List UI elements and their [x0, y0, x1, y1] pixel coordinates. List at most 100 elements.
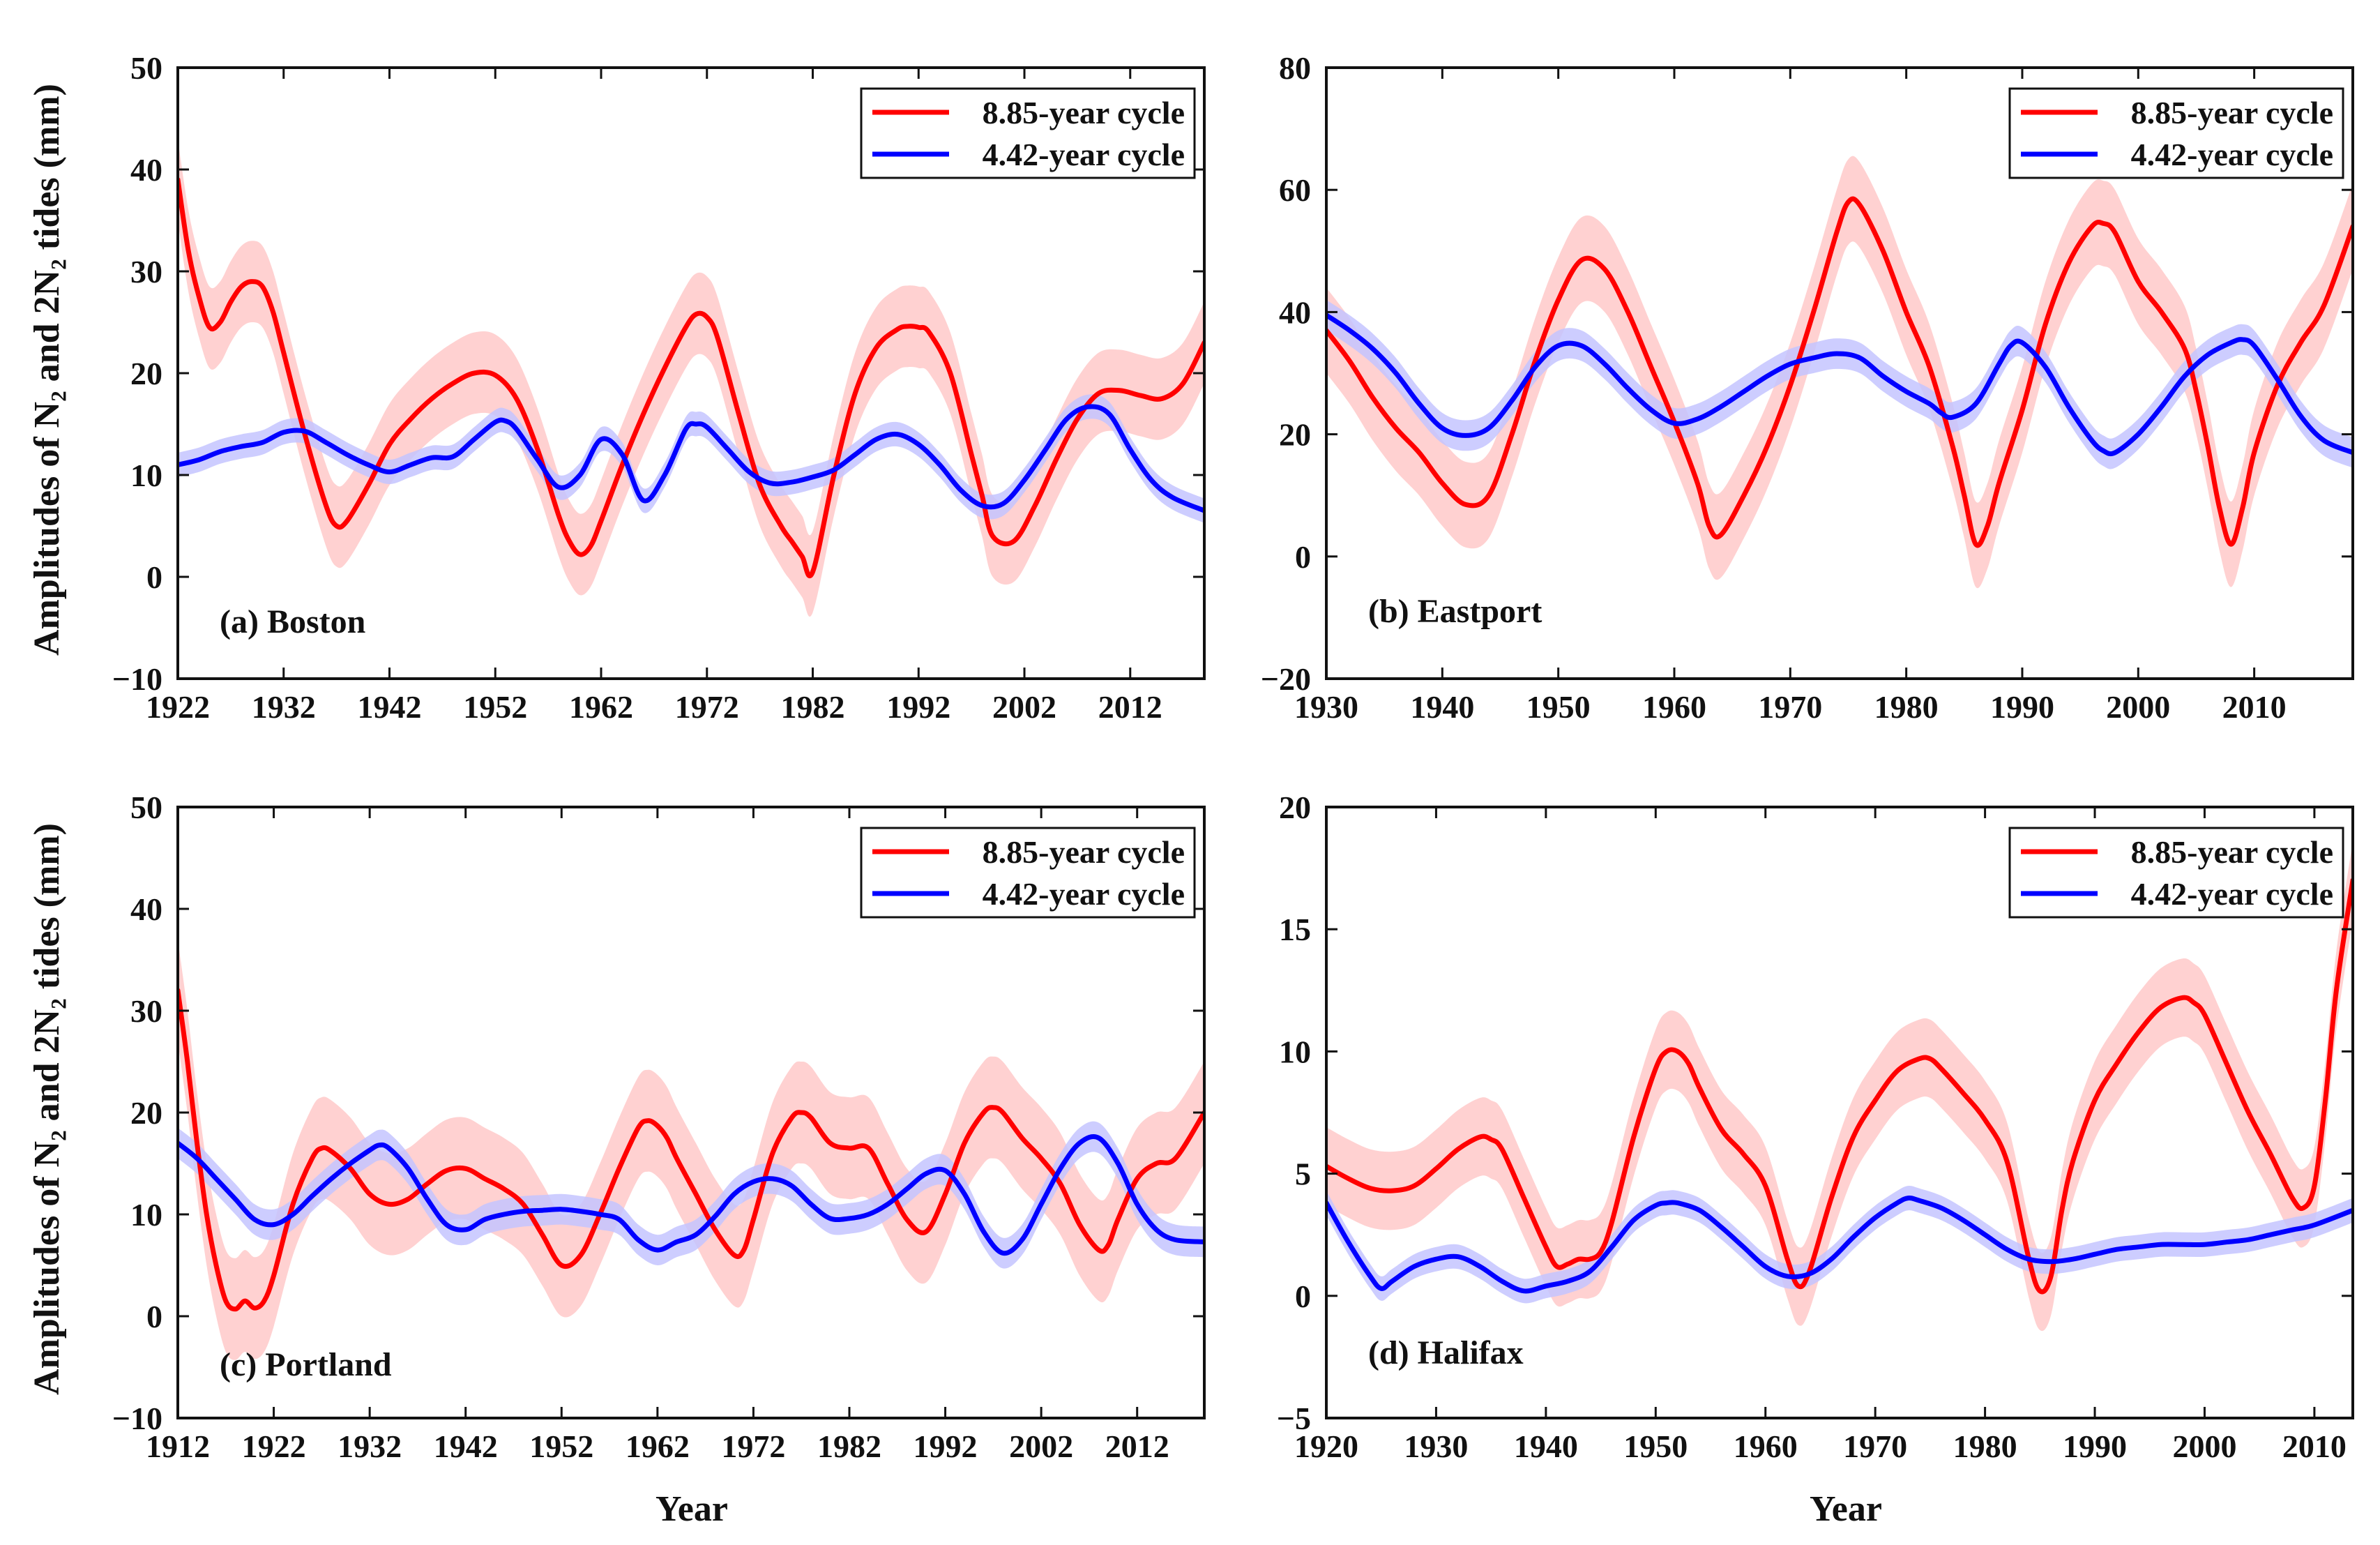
series-line-885: [1326, 877, 2353, 1295]
x-tick-label: 2012: [1098, 689, 1162, 725]
legend-label-442: 4.42-year cycle: [2131, 876, 2333, 912]
y-tick-label: 30: [130, 993, 162, 1029]
y-tick-label: 40: [1279, 294, 1311, 330]
legend-box: [860, 87, 1196, 179]
y-tick-label: 0: [1295, 1279, 1311, 1314]
legend: 8.85-year cycle 4.42-year cycle: [860, 87, 1196, 179]
legend-box: [860, 827, 1196, 919]
legend: 8.85-year cycle 4.42-year cycle: [2008, 827, 2344, 919]
x-tick-label: 1992: [914, 1429, 978, 1464]
x-axis-label-left: Year: [655, 1489, 728, 1529]
series-line-885: [1326, 196, 2353, 548]
y-tick-label: 0: [1295, 539, 1311, 575]
legend-label-885: 8.85-year cycle: [2131, 95, 2333, 130]
plot-area: [178, 939, 1204, 1360]
y-tick-label: 80: [1279, 50, 1311, 86]
confidence-band-442: [1326, 299, 2353, 469]
chart-panel-boston: 1922 1932 1942 1952 1962 1972 1982 1992 2002 2012…: [112, 50, 1206, 725]
x-tick-label: 1982: [817, 1429, 881, 1464]
x-tick-label: 1980: [1874, 689, 1939, 725]
x-tick-label: 1960: [1642, 689, 1706, 725]
series-line-442: [1326, 312, 2353, 457]
legend-label-885: 8.85-year cycle: [983, 834, 1185, 870]
x-tick-label: 2010: [2282, 1429, 2347, 1464]
y-tick-label: 40: [130, 891, 162, 927]
legend: 8.85-year cycle 4.42-year cycle: [860, 827, 1196, 919]
x-tick-label: 1940: [1514, 1429, 1578, 1464]
legend-label-442: 4.42-year cycle: [2131, 137, 2333, 172]
y-tick-label: 5: [1295, 1156, 1311, 1192]
y-tick-label: 30: [130, 254, 162, 289]
x-tick-label: 1952: [529, 1429, 593, 1464]
x-tick-label: 2002: [992, 689, 1056, 725]
x-tick-label: 1922: [146, 689, 210, 725]
x-tick-label: 1942: [434, 1429, 498, 1464]
confidence-band-885: [178, 939, 1204, 1360]
x-tick-label: 1952: [463, 689, 527, 725]
plot-area: [1326, 841, 2353, 1332]
plot-area: [1326, 156, 2353, 589]
x-tick-label: 2012: [1105, 1429, 1169, 1464]
y-tick-label: 20: [1279, 790, 1311, 825]
y-tick-label: 10: [130, 458, 162, 493]
y-tick-label: 20: [130, 356, 162, 391]
y-tick-label: 40: [130, 152, 162, 188]
chart-panel-halifax: 1920 1930 1940 1950 1960 1970 1980 1990 2000 2010…: [1277, 790, 2354, 1464]
x-tick-label: 2002: [1009, 1429, 1073, 1464]
x-tick-label: 1922: [242, 1429, 306, 1464]
plot-area: [178, 139, 1204, 617]
legend: 8.85-year cycle 4.42-year cycle: [2008, 87, 2344, 179]
y-tick-label: −10: [112, 661, 162, 697]
series-line-442: [178, 1134, 1204, 1256]
panel-label-boston: (a) Boston: [220, 603, 365, 640]
legend-label-885: 8.85-year cycle: [983, 95, 1185, 130]
y-axis-label-top: Amplitudes of N₂ and 2N₂ tides (mm): [27, 84, 67, 656]
x-tick-label: 2000: [2172, 1429, 2236, 1464]
axes-frame: [1325, 66, 2354, 680]
x-tick-label: 1992: [886, 689, 950, 725]
x-tick-label: 1982: [781, 689, 845, 725]
confidence-band-885: [1326, 156, 2353, 589]
axes-frame: [1325, 806, 2354, 1419]
x-tick-label: 1962: [626, 1429, 690, 1464]
y-tick-label: −5: [1277, 1401, 1311, 1436]
x-tick-label: 1940: [1410, 689, 1474, 725]
x-tick-label: 1972: [721, 1429, 785, 1464]
x-tick-label: 1960: [1734, 1429, 1798, 1464]
series-line-442: [1326, 1196, 2353, 1294]
y-tick-label: 0: [146, 1299, 162, 1334]
confidence-band-442: [178, 1121, 1204, 1269]
y-tick-label: 20: [1279, 417, 1311, 453]
legend-label-442: 4.42-year cycle: [983, 876, 1185, 912]
x-tick-label: 1990: [1990, 689, 2054, 725]
panel-label-eastport: (b) Eastport: [1368, 593, 1542, 630]
x-tick-label: 1970: [1843, 1429, 1907, 1464]
series-line-885: [178, 988, 1204, 1312]
x-tick-label: 1932: [338, 1429, 402, 1464]
chart-panel-portland: 1912 1922 1932 1942 1952 1962 1972 1982 1992 2002…: [112, 790, 1206, 1464]
x-tick-label: 1912: [146, 1429, 210, 1464]
x-tick-label: 1970: [1758, 689, 1822, 725]
legend-box: [2008, 87, 2344, 179]
legend-label-885: 8.85-year cycle: [2131, 834, 2333, 870]
x-tick-label: 1980: [1953, 1429, 2017, 1464]
y-tick-label: 10: [130, 1197, 162, 1233]
y-tick-label: −20: [1261, 661, 1311, 697]
y-axis-label-bottom: Amplitudes of N₂ and 2N₂ tides (mm): [27, 823, 67, 1395]
legend-box: [2008, 827, 2344, 919]
x-tick-label: 1930: [1294, 689, 1358, 725]
x-tick-label: 1932: [252, 689, 316, 725]
y-tick-label: 20: [130, 1095, 162, 1131]
x-tick-label: 2010: [2222, 689, 2287, 725]
y-tick-label: 60: [1279, 172, 1311, 208]
legend-label-442: 4.42-year cycle: [983, 137, 1185, 172]
y-tick-label: 50: [130, 790, 162, 825]
y-tick-label: −10: [112, 1401, 162, 1436]
x-tick-label: 1972: [675, 689, 739, 725]
y-tick-label: 50: [130, 50, 162, 86]
x-tick-label: 1950: [1623, 1429, 1688, 1464]
x-tick-label: 1950: [1526, 689, 1591, 725]
x-tick-label: 1962: [569, 689, 633, 725]
chart-panel-eastport: 1930 1940 1950 1960 1970 1980 1990 2000 2010 −20 0…: [1261, 50, 2354, 725]
